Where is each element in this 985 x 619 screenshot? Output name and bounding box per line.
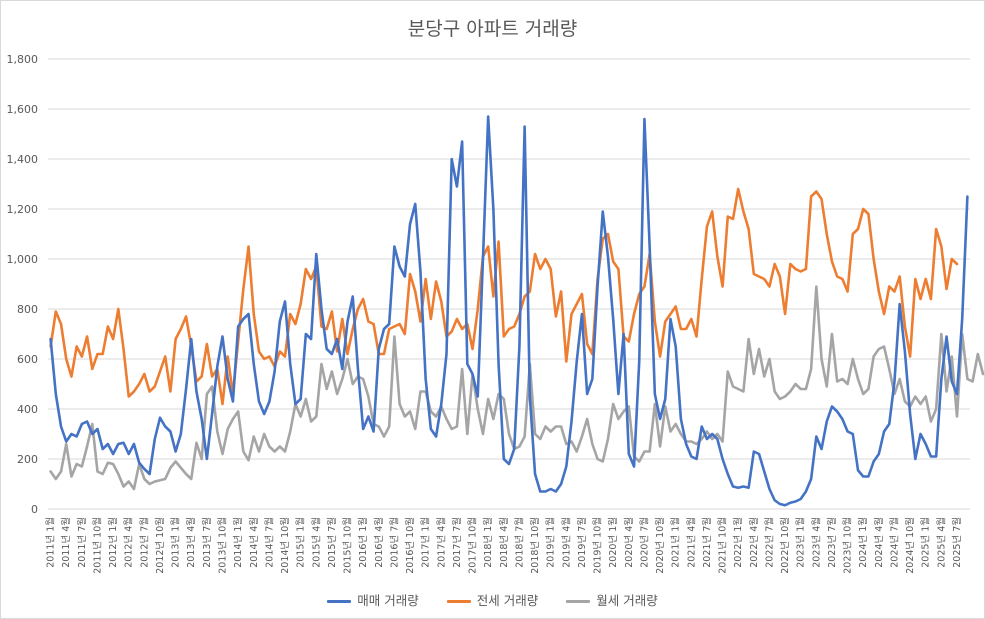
- x-tick-label: 2014년 4월: [248, 517, 260, 568]
- x-tick-label: 2021년 1월: [670, 517, 682, 568]
- y-tick-label: 800: [17, 303, 38, 316]
- x-tick-label: 2025년 4월: [935, 517, 947, 568]
- x-tick-label: 2016년 7월: [388, 517, 400, 568]
- x-tick-label: 2012년 4월: [123, 517, 135, 568]
- x-tick-label: 2011년 4월: [60, 517, 72, 568]
- legend-label-wolse: 월세 거래량: [596, 593, 658, 608]
- x-tick-label: 2016년 10월: [404, 517, 416, 574]
- y-tick-label: 0: [31, 503, 38, 516]
- series-line-2: [49, 285, 985, 491]
- x-tick-label: 2012년 10월: [154, 517, 166, 574]
- x-tick-label: 2023년 1월: [795, 517, 807, 568]
- x-tick-label: 2015년 4월: [310, 517, 322, 568]
- x-tick-label: 2018년 1월: [482, 517, 494, 568]
- series-lines: [49, 115, 985, 507]
- y-tick-label: 1,200: [7, 203, 39, 216]
- x-tick-label: 2025년 7월: [951, 517, 963, 568]
- legend-item-wolse[interactable]: 월세 거래량: [566, 590, 658, 609]
- legend-label-jeonse: 전세 거래량: [476, 593, 539, 608]
- x-tick-label: 2015년 7월: [326, 517, 338, 568]
- x-tick-label: 2018년 10월: [529, 517, 541, 574]
- y-tick-label: 400: [17, 403, 38, 416]
- x-tick-label: 2013년 10월: [217, 517, 229, 574]
- x-tick-label: 2017년 7월: [451, 517, 463, 568]
- x-tick-label: 2018년 7월: [513, 517, 525, 568]
- gridlines: [48, 58, 970, 510]
- x-tick-label: 2019년 7월: [576, 517, 588, 568]
- x-tick-label: 2019년 10월: [592, 517, 604, 574]
- y-tick-label: 1,800: [7, 53, 39, 66]
- x-tick-label: 2021년 7월: [701, 517, 713, 568]
- series-line-0: [49, 115, 969, 507]
- legend-swatch-wolse: [566, 600, 591, 603]
- series-line-1: [49, 187, 959, 406]
- x-tick-label: 2022년 7월: [763, 517, 775, 568]
- x-tick-label: 2021년 4월: [685, 517, 697, 568]
- x-tick-label: 2015년 1월: [295, 517, 307, 568]
- legend-item-jeonse[interactable]: 전세 거래량: [446, 590, 539, 609]
- legend-item-sales[interactable]: 매매 거래량: [327, 590, 419, 609]
- x-tick-label: 2013년 1월: [170, 517, 182, 568]
- legend: 매매 거래량 전세 거래량 월세 거래량: [0, 590, 985, 609]
- x-tick-label: 2014년 10월: [279, 517, 291, 574]
- y-tick-label: 200: [17, 453, 38, 466]
- legend-swatch-jeonse: [446, 600, 471, 603]
- x-tick-label: 2017년 10월: [467, 517, 479, 574]
- x-axis-ticks: 2011년 1월 2011년 4월 2011년 7월 2011년 10월 2012년 1…: [45, 517, 963, 574]
- x-tick-label: 2017년 4월: [435, 517, 447, 568]
- y-tick-label: 600: [17, 353, 38, 366]
- x-tick-label: 2023년 4월: [810, 517, 822, 568]
- x-tick-label: 2024년 1월: [857, 517, 869, 568]
- y-tick-label: 1,400: [7, 153, 39, 166]
- x-tick-label: 2025년 1월: [920, 517, 932, 568]
- x-tick-label: 2021년 10월: [717, 517, 729, 574]
- y-tick-label: 1,000: [7, 253, 39, 266]
- x-tick-label: 2013년 4월: [185, 517, 197, 568]
- legend-swatch-sales: [327, 600, 352, 603]
- x-tick-label: 2012년 7월: [138, 517, 150, 568]
- chart-title: 분당구 아파트 거래량: [407, 18, 578, 40]
- x-tick-label: 2014년 7월: [263, 517, 275, 568]
- x-tick-label: 2011년 1월: [45, 517, 57, 568]
- x-tick-label: 2022년 1월: [732, 517, 744, 568]
- x-tick-label: 2019년 4월: [560, 517, 572, 568]
- x-tick-label: 2013년 7월: [201, 517, 213, 568]
- x-tick-label: 2020년 1월: [607, 517, 619, 568]
- y-tick-label: 1,600: [7, 103, 39, 116]
- x-tick-label: 2017년 1월: [420, 517, 432, 568]
- x-tick-label: 2019년 1월: [545, 517, 557, 568]
- x-tick-label: 2024년 10월: [904, 517, 916, 574]
- x-tick-label: 2022년 10월: [779, 517, 791, 574]
- x-tick-label: 2022년 4월: [748, 517, 760, 568]
- x-tick-label: 2020년 4월: [623, 517, 635, 568]
- x-tick-label: 2011년 7월: [76, 517, 88, 568]
- x-tick-label: 2011년 10월: [91, 517, 103, 574]
- x-tick-label: 2016년 1월: [357, 517, 369, 568]
- x-tick-label: 2024년 7월: [888, 517, 900, 568]
- x-tick-label: 2024년 4월: [873, 517, 885, 568]
- x-tick-label: 2020년 10월: [654, 517, 666, 574]
- x-tick-label: 2023년 7월: [826, 517, 838, 568]
- x-tick-label: 2023년 10월: [842, 517, 854, 574]
- x-tick-label: 2016년 4월: [373, 517, 385, 568]
- x-tick-label: 2018년 4월: [498, 517, 510, 568]
- x-tick-label: 2012년 1월: [107, 517, 119, 568]
- x-tick-label: 2020년 7월: [638, 517, 650, 568]
- x-tick-label: 2014년 1월: [232, 517, 244, 568]
- y-axis-ticks: 0 200 400 600 800 1,000 1,200 1,400 1,600 1,800: [7, 53, 39, 516]
- x-tick-label: 2015년 10월: [342, 517, 354, 574]
- legend-label-sales: 매매 거래량: [357, 593, 419, 608]
